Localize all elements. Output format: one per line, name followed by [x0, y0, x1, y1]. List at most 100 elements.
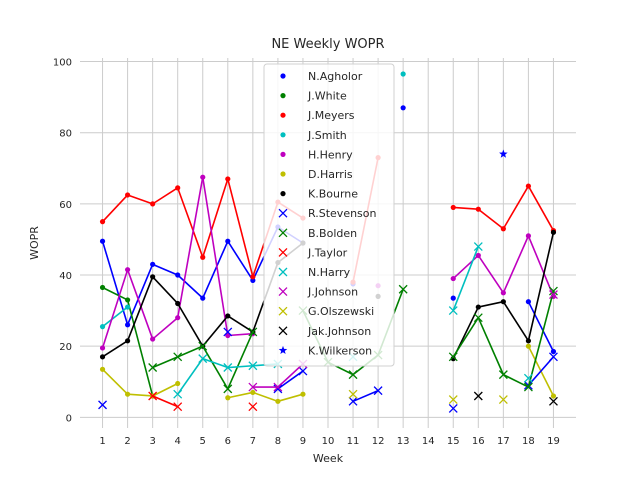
data-point: [223, 327, 233, 337]
data-point: [373, 386, 383, 396]
data-point: [525, 183, 532, 189]
legend-label: G.Olszewski: [308, 305, 374, 318]
series-line: [202, 345, 229, 390]
legend: N.Agholor J.White J.Meyers J.Smith H.Henry D.…: [263, 63, 395, 367]
series-line: [252, 391, 279, 403]
y-tick-label: 40: [59, 271, 72, 282]
series-line: [502, 185, 530, 230]
data-point: [99, 324, 106, 330]
data-point: [99, 366, 106, 372]
series-line: [202, 240, 229, 299]
series-line: [127, 194, 153, 205]
series-line: [527, 301, 555, 352]
data-point: [273, 384, 283, 394]
series-line: [477, 208, 504, 230]
y-tick-label: 100: [53, 58, 72, 69]
data-point: [225, 176, 231, 182]
x-tick-label: 15: [447, 436, 460, 447]
series-line: [152, 317, 179, 340]
series-line: [227, 391, 254, 399]
series-line: [352, 389, 379, 403]
legend-marker: [278, 247, 288, 257]
legend-marker: [280, 93, 286, 99]
series-line: [126, 276, 154, 342]
data-point: [525, 233, 532, 239]
series-line: [452, 246, 480, 311]
data-point: [448, 395, 458, 404]
x-axis-label: Week: [313, 452, 344, 465]
series-j-taylor: [148, 391, 258, 412]
legend-label: K.Bourne: [308, 188, 358, 201]
data-point: [550, 348, 557, 355]
x-tick-label: 18: [522, 436, 535, 447]
data-point: [124, 192, 131, 198]
x-tick-label: 6: [225, 436, 231, 447]
legend-marker: [278, 267, 288, 277]
x-tick-label: 3: [149, 436, 155, 447]
series-line: [453, 206, 479, 210]
x-tick-label: 7: [250, 436, 256, 447]
y-tick-label: 20: [59, 342, 72, 353]
series-line: [202, 315, 229, 347]
series-line: [477, 255, 505, 294]
data-point: [175, 315, 181, 321]
data-point: [225, 238, 231, 244]
data-point: [99, 284, 106, 291]
data-point: [225, 395, 231, 401]
data-point: [348, 396, 358, 406]
series-line: [527, 356, 555, 386]
data-point: [400, 105, 406, 111]
y-tick-label: 60: [59, 200, 72, 211]
data-point: [548, 396, 558, 406]
data-point: [525, 338, 532, 344]
x-tick-label: 12: [372, 436, 385, 447]
series-line: [101, 368, 129, 395]
legend-label: R.Stevenson: [308, 207, 377, 220]
series-line: [527, 290, 555, 388]
data-point: [498, 395, 508, 404]
data-point: [300, 391, 306, 397]
data-point: [400, 71, 406, 77]
series-line: [152, 263, 179, 276]
data-point: [124, 267, 131, 273]
data-point: [473, 313, 483, 323]
data-point: [499, 149, 508, 158]
data-point: [273, 382, 283, 392]
series-line: [177, 303, 204, 347]
series-k-wilkerson: [499, 149, 508, 158]
legend-label: J.Johnson: [307, 286, 358, 299]
legend-marker: [278, 345, 288, 355]
data-point: [450, 295, 456, 301]
series-line: [227, 178, 254, 277]
series-line: [452, 317, 479, 358]
series-line: [202, 357, 229, 369]
legend-marker: [278, 228, 288, 238]
legend-label: Jak.Johnson: [307, 325, 371, 338]
data-point: [548, 290, 558, 300]
series-line: [126, 299, 154, 397]
data-point: [298, 366, 308, 376]
x-tick-label: 1: [99, 436, 105, 447]
data-point: [523, 382, 533, 392]
series-line: [102, 306, 129, 328]
data-point: [348, 389, 358, 399]
data-point: [275, 398, 281, 404]
legend-marker: [280, 151, 286, 157]
legend-marker: [278, 208, 288, 218]
series-line: [477, 317, 505, 375]
data-point: [223, 384, 233, 394]
legend-marker: [278, 306, 288, 316]
series-line: [152, 382, 179, 397]
series-line: [201, 178, 229, 258]
data-point: [150, 201, 156, 207]
legend-label: J.Smith: [307, 129, 347, 142]
series-line: [101, 194, 129, 223]
data-point: [498, 370, 508, 380]
data-point: [250, 274, 256, 280]
data-point: [124, 322, 131, 328]
data-point: [225, 332, 231, 339]
data-point: [250, 389, 256, 396]
x-tick-label: 9: [300, 436, 306, 447]
data-point: [99, 345, 106, 351]
x-tick-label: 10: [322, 436, 335, 447]
